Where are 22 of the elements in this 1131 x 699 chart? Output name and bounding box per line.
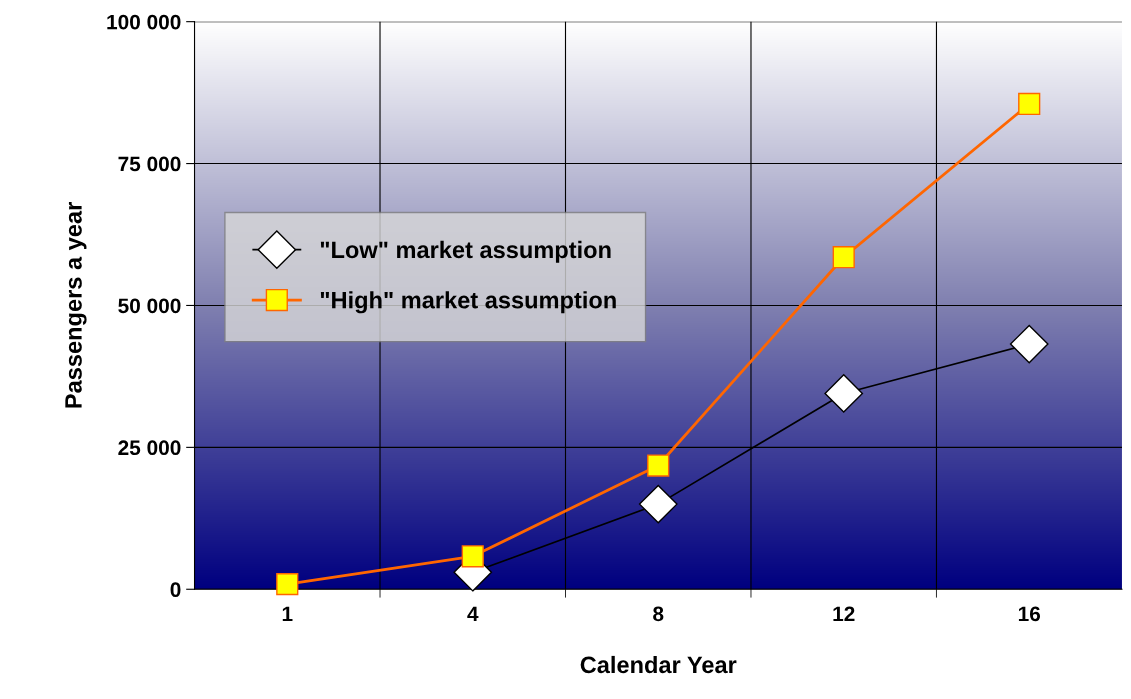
- legend-label: "Low" market assumption: [320, 240, 611, 263]
- point: [824, 374, 864, 413]
- y-tick-label: 25 000: [118, 440, 181, 456]
- point: [461, 545, 484, 568]
- y-tick-label: 0: [170, 582, 181, 598]
- x-axis-title: Calendar Year: [580, 655, 737, 674]
- y-axis-title: Passengers a year: [65, 202, 87, 408]
- point: [1018, 92, 1041, 116]
- x-tick-label: 1: [282, 606, 293, 622]
- point: [1009, 324, 1049, 364]
- point: [647, 454, 670, 477]
- y-tick-label: 75 000: [118, 156, 181, 172]
- legend-label: "High" market assumption: [320, 291, 616, 314]
- point: [832, 246, 855, 269]
- x-tick-label: 12: [833, 606, 855, 622]
- x-tick-label: 16: [1018, 606, 1041, 622]
- point: [638, 484, 678, 524]
- x-tick-label: 4: [467, 606, 479, 622]
- y-tick-label: 100 000: [107, 14, 181, 30]
- point: [276, 573, 299, 596]
- x-tick-label: 8: [653, 606, 664, 622]
- y-tick-label: 50 000: [118, 298, 181, 314]
